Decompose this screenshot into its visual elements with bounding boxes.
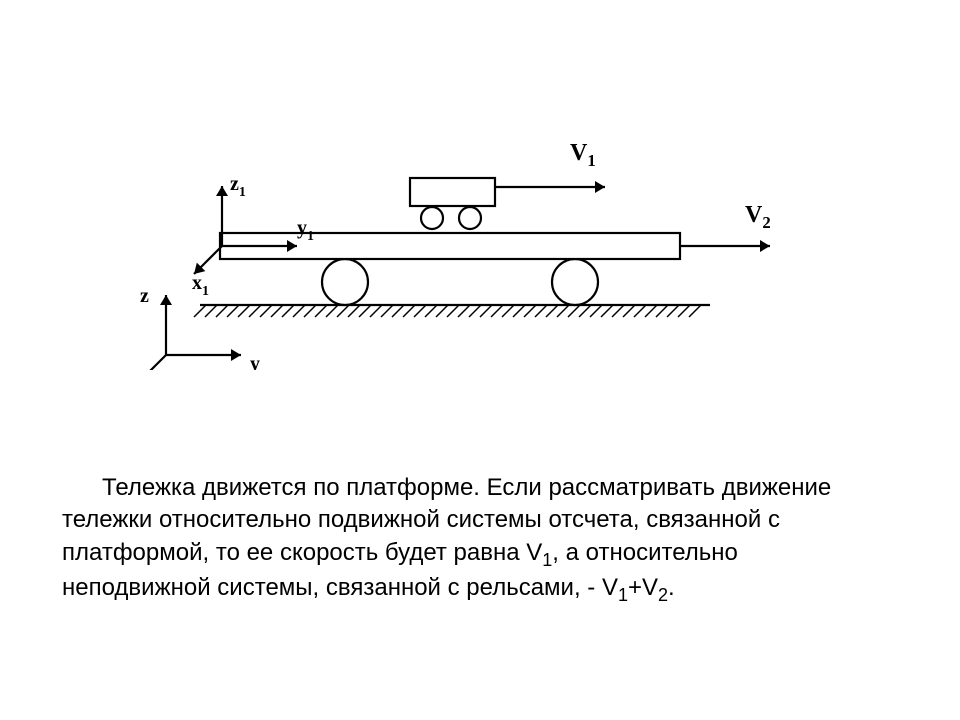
- svg-text:V2: V2: [745, 202, 770, 232]
- physics-diagram: V1V2z1y1x1zyx: [130, 70, 770, 370]
- caption-text: Тележка движется по платформе. Если расс…: [62, 472, 872, 607]
- svg-text:x1: x1: [192, 272, 209, 299]
- svg-text:z: z: [140, 285, 149, 307]
- svg-text:V1: V1: [570, 140, 596, 170]
- svg-text:y: y: [250, 353, 260, 370]
- svg-text:z1: z1: [230, 173, 246, 200]
